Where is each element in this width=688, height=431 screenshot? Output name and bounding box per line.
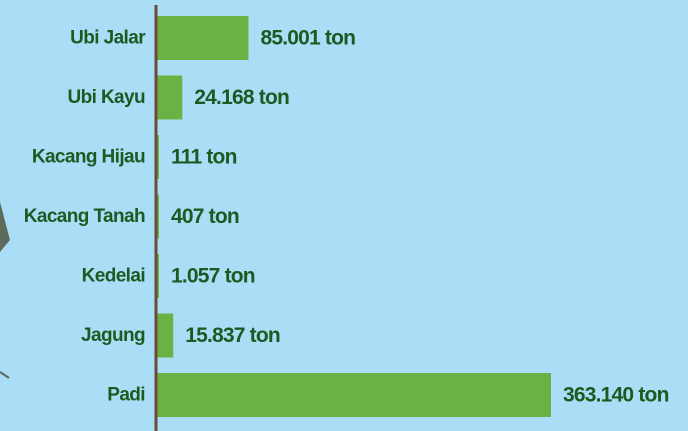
value-label: 24.168 ton [194, 86, 289, 109]
decorative-arrows [0, 202, 10, 379]
category-label: Padi [107, 385, 145, 406]
value-labels: 85.001 ton 24.168 ton 111 ton 407 ton 1.057 … [171, 27, 669, 407]
value-label: 363.140 ton [563, 384, 669, 407]
category-labels: Ubi Jalar Ubi Kayu Kacang Hijau Kacang Tana… [24, 28, 147, 406]
bar-ubi-jalar [156, 16, 249, 60]
category-label: Kacang Tanah [24, 206, 145, 227]
value-label: 85.001 ton [260, 27, 355, 50]
category-label: Ubi Kayu [67, 87, 145, 108]
value-label: 111 ton [171, 146, 237, 169]
value-label: 15.837 ton [185, 324, 280, 347]
decorative-arrow-line [0, 371, 10, 379]
category-label: Kacang Hijau [32, 147, 145, 168]
bar-ubi-kayu [156, 75, 183, 120]
category-label: Kedelai [82, 266, 145, 287]
category-label: Ubi Jalar [70, 28, 146, 49]
value-label: 1.057 ton [171, 265, 255, 288]
bar-jagung [156, 313, 174, 358]
category-label: Jagung [81, 325, 145, 346]
decorative-arrow-shape [0, 202, 10, 252]
bars-layer [156, 16, 551, 417]
value-label: 407 ton [171, 205, 239, 228]
bar-padi [156, 373, 551, 417]
